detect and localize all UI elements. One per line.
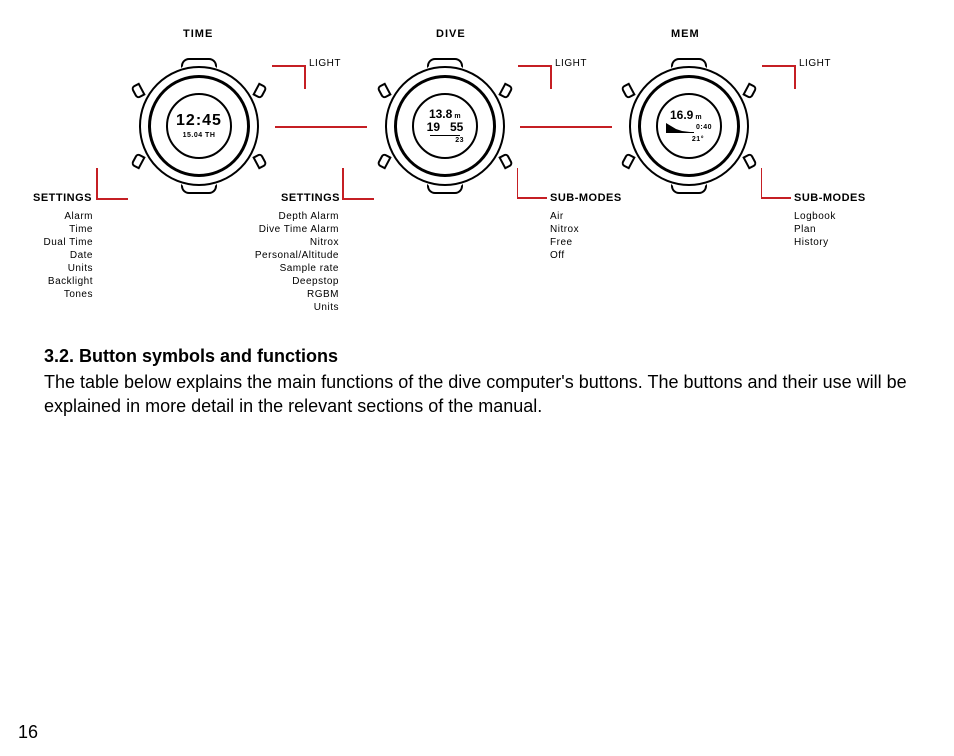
watch-mem: 16.9 m 0:40 21° [614, 56, 764, 186]
mode-title-dive: DIVE [436, 28, 466, 40]
mem-profile-icon [666, 121, 694, 133]
mode-title-mem: MEM [671, 28, 700, 40]
list-item: Nitrox [229, 236, 339, 249]
list-item: Sample rate [229, 262, 339, 275]
submodes-label-3: SUB-MODES [794, 192, 866, 204]
section-paragraph: The table below explains the main functi… [44, 370, 914, 419]
settings-list-dive: Depth Alarm Dive Time Alarm Nitrox Perso… [229, 210, 339, 314]
list-item: Dual Time [33, 236, 93, 249]
submodes-callout-2 [517, 168, 551, 202]
list-item: Plan [794, 223, 836, 236]
settings-callout-1 [96, 168, 128, 200]
list-item: Personal/Altitude [229, 249, 339, 262]
light-label-1: LIGHT [309, 58, 341, 69]
list-item: Off [550, 249, 579, 262]
list-item: Tones [33, 288, 93, 301]
list-item: Logbook [794, 210, 836, 223]
connector-2 [520, 126, 612, 128]
dive-depth-unit: m [454, 113, 461, 120]
submodes-list-mem: Logbook Plan History [794, 210, 836, 249]
settings-callout-2 [342, 168, 374, 200]
mem-depth-unit: m [695, 114, 702, 121]
dive-l: 19 [427, 121, 440, 133]
submodes-callout-3 [761, 168, 795, 202]
light-label-2: LIGHT [555, 58, 587, 69]
dive-r: 55 [450, 121, 463, 133]
mem-depth: 16.9 [670, 109, 693, 121]
submodes-list-dive: Air Nitrox Free Off [550, 210, 579, 262]
list-item: Free [550, 236, 579, 249]
list-item: Date [33, 249, 93, 262]
list-item: Air [550, 210, 579, 223]
list-item: Alarm [33, 210, 93, 223]
settings-label-1: SETTINGS [33, 192, 92, 204]
submodes-label-2: SUB-MODES [550, 192, 622, 204]
settings-list-time: Alarm Time Dual Time Date Units Backligh… [33, 210, 93, 301]
mem-bot: 21° [692, 136, 704, 143]
list-item: Units [33, 262, 93, 275]
list-item: RGBM [229, 288, 339, 301]
watch-dive: 13.8 m 19 55 23 [370, 56, 520, 186]
watch-dive-screen: 13.8 m 19 55 23 [412, 93, 478, 159]
watch-mem-screen: 16.9 m 0:40 21° [656, 93, 722, 159]
light-callout-3 [762, 65, 796, 89]
light-label-3: LIGHT [799, 58, 831, 69]
mode-title-time: TIME [183, 28, 213, 40]
list-item: Dive Time Alarm [229, 223, 339, 236]
page-number: 16 [18, 722, 38, 743]
list-item: Depth Alarm [229, 210, 339, 223]
mem-side: 0:40 [696, 124, 712, 131]
watch-time: 12:45 15.04 TH [124, 56, 274, 186]
time-display-sub: 15.04 TH [183, 132, 216, 139]
list-item: Deepstop [229, 275, 339, 288]
list-item: Backlight [33, 275, 93, 288]
watch-time-screen: 12:45 15.04 TH [166, 93, 232, 159]
light-callout-1 [272, 65, 306, 89]
dive-depth: 13.8 [429, 108, 452, 120]
dive-bot: 23 [455, 137, 464, 144]
list-item: History [794, 236, 836, 249]
list-item: Nitrox [550, 223, 579, 236]
section-heading: 3.2. Button symbols and functions [44, 346, 338, 367]
time-display-main: 12:45 [176, 113, 222, 129]
light-callout-2 [518, 65, 552, 89]
connector-1 [275, 126, 367, 128]
settings-label-2: SETTINGS [281, 192, 340, 204]
list-item: Units [229, 301, 339, 314]
list-item: Time [33, 223, 93, 236]
